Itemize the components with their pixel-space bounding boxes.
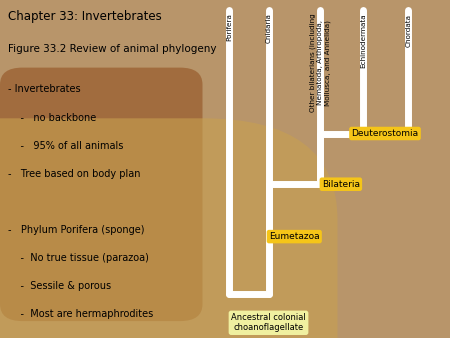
FancyBboxPatch shape — [0, 118, 338, 338]
FancyBboxPatch shape — [0, 68, 202, 321]
Text: Other bilaterians (including
Nematoda, Arthropoda,
Mollusca, and Annelida): Other bilaterians (including Nematoda, A… — [310, 14, 330, 112]
Text: Ancestral colonial
choanoflagellate: Ancestral colonial choanoflagellate — [231, 313, 306, 333]
Text: Echinodermata: Echinodermata — [360, 14, 366, 68]
Text: Eumetazoa: Eumetazoa — [269, 232, 319, 241]
Text: -   no backbone: - no backbone — [8, 113, 96, 123]
Text: Bilateria: Bilateria — [322, 180, 360, 189]
Text: Cnidaria: Cnidaria — [266, 14, 271, 43]
Text: -  Sessile & porous: - Sessile & porous — [8, 281, 111, 291]
Text: -   95% of all animals: - 95% of all animals — [8, 141, 124, 151]
Text: -   Tree based on body plan: - Tree based on body plan — [8, 169, 141, 179]
Text: -  No true tissue (parazoa): - No true tissue (parazoa) — [8, 253, 149, 263]
Text: Deuterostomia: Deuterostomia — [351, 129, 418, 138]
Text: - Invertebrates: - Invertebrates — [8, 84, 81, 95]
Text: Figure 33.2 Review of animal phylogeny: Figure 33.2 Review of animal phylogeny — [8, 44, 217, 54]
Text: -  Most are hermaphrodites: - Most are hermaphrodites — [8, 309, 153, 319]
Text: Chapter 33: Invertebrates: Chapter 33: Invertebrates — [8, 10, 162, 23]
Text: Chordata: Chordata — [405, 14, 411, 47]
Text: Porifera: Porifera — [226, 14, 232, 41]
Text: -   Phylum Porifera (sponge): - Phylum Porifera (sponge) — [8, 225, 145, 235]
